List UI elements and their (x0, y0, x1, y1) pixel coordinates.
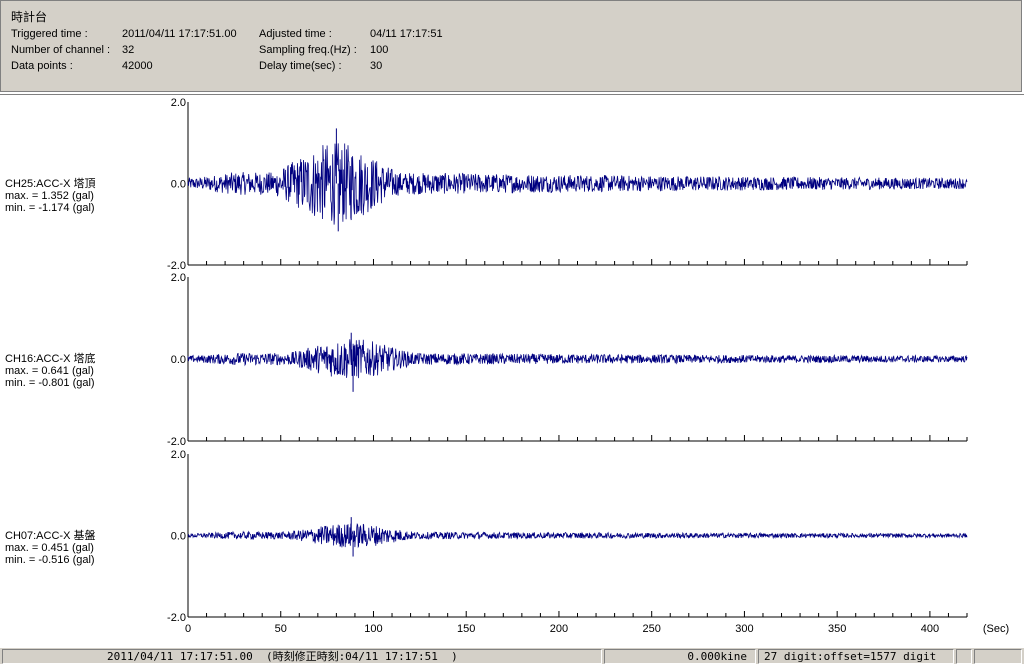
delay-time-value: 30 (370, 60, 383, 72)
channel-label-ch16: CH16:ACC-X 塔底 max. = 0.641 (gal) min. = … (5, 353, 95, 389)
y-tick-label: 0.0 (171, 354, 186, 366)
status-velocity: 0.000kine (604, 649, 756, 664)
x-tick-label: 350 (828, 623, 846, 635)
delay-time-label: Delay time(sec) : (259, 60, 342, 72)
status-extra-1 (956, 649, 972, 664)
channel-max: max. = 0.641 (gal) (5, 365, 94, 377)
x-tick-label: 400 (921, 623, 939, 635)
triggered-time-label: Triggered time : (11, 28, 88, 40)
channel-label-ch25: CH25:ACC-X 塔頂 max. = 1.352 (gal) min. = … (5, 178, 95, 214)
channel-min: min. = -0.801 (gal) (5, 377, 95, 389)
channel-label-ch07: CH07:ACC-X 基盤 max. = 0.451 (gal) min. = … (5, 530, 95, 566)
channel-min: min. = -0.516 (gal) (5, 554, 95, 566)
channel-name: CH07:ACC-X 基盤 (5, 530, 96, 542)
waveform-trace (187, 143, 968, 225)
y-tick-label: 0.0 (171, 179, 186, 191)
x-tick-label: 150 (457, 623, 475, 635)
data-points-label: Data points : (11, 60, 73, 72)
adjusted-time-label: Adjusted time : (259, 28, 332, 40)
x-tick-label: 100 (364, 623, 382, 635)
channel-count-value: 32 (122, 44, 135, 56)
y-tick-label: 2.0 (171, 272, 186, 284)
x-tick-label: 0 (185, 623, 191, 635)
y-tick-label: 0.0 (171, 531, 186, 543)
adjusted-time-value: 04/11 17:17:51 (370, 28, 443, 40)
channel-name: CH16:ACC-X 塔底 (5, 353, 96, 365)
channel-count-label: Number of channel : (11, 44, 111, 56)
station-title: 時計台 (11, 10, 48, 24)
status-bar: 2011/04/11 17:17:51.00 (時刻修正時刻:04/11 17:… (0, 647, 1024, 664)
info-panel: 時計台 Triggered time : 2011/04/11 17:17:51… (0, 0, 1022, 92)
x-tick-label: 250 (643, 623, 661, 635)
channel-max: max. = 0.451 (gal) (5, 542, 94, 554)
x-tick-label: 50 (275, 623, 287, 635)
waveform-trace (187, 523, 968, 549)
y-tick-label: -2.0 (167, 436, 186, 448)
data-points-value: 42000 (122, 60, 153, 72)
sampling-freq-value: 100 (370, 44, 389, 56)
status-digit-offset: 27 digit:offset=1577 digit (758, 649, 954, 664)
y-tick-label: -2.0 (167, 612, 186, 624)
channel-name: CH25:ACC-X 塔頂 (5, 178, 96, 190)
x-tick-label: 200 (550, 623, 568, 635)
waveform-chart[interactable]: 2.00.0-2.02.00.0-2.02.00.0-2.00 50 100 150 2… (0, 95, 1024, 647)
y-tick-label: 2.0 (171, 97, 186, 109)
y-tick-label: -2.0 (167, 260, 186, 272)
waveform-trace (187, 339, 968, 379)
status-time: 2011/04/11 17:17:51.00 (時刻修正時刻:04/11 17:… (2, 649, 602, 664)
channel-max: max. = 1.352 (gal) (5, 190, 94, 202)
sampling-freq-label: Sampling freq.(Hz) : (259, 44, 357, 56)
triggered-time-value: 2011/04/11 17:17:51.00 (122, 28, 237, 40)
y-tick-label: 2.0 (171, 449, 186, 461)
channel-min: min. = -1.174 (gal) (5, 202, 95, 214)
x-axis-unit-label: (Sec) (983, 623, 1009, 635)
status-extra-2 (974, 649, 1022, 664)
waveform-plot-area[interactable]: 2.0 0.0 -2.0 2.0 0.0 -2.0 2.0 0.0 -2.0 0 50 100 150 2… (0, 94, 1024, 647)
x-tick-label: 300 (735, 623, 753, 635)
